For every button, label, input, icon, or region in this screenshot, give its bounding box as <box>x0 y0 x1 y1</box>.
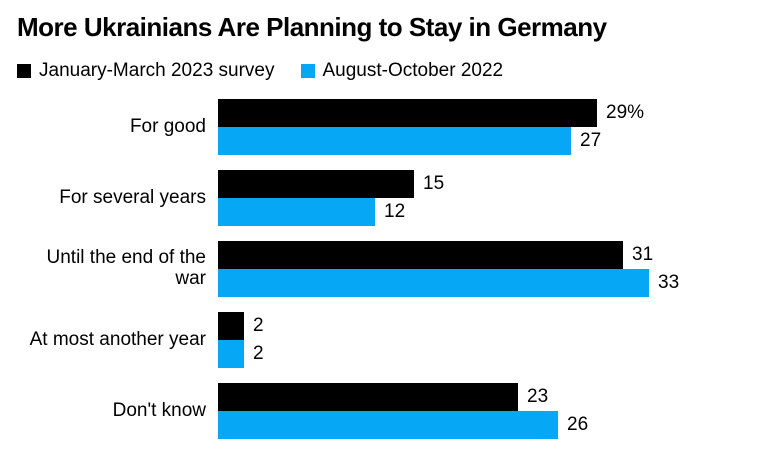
category-label: Don't know <box>112 399 206 421</box>
bar-chart: For good 29% 27 For several years 15 12 Until … <box>17 99 778 440</box>
bar-jan-mar-2023 <box>218 99 597 128</box>
bar-row: 29% <box>218 99 645 128</box>
bar-row: 15 <box>218 170 445 199</box>
value-label: 2 <box>253 315 264 337</box>
category-label: Until the end of the war <box>46 247 207 290</box>
chart-title: More Ukrainians Are Planning to Stay in … <box>17 12 607 42</box>
bar-jan-mar-2023 <box>218 170 414 199</box>
bar-aug-oct-2022 <box>218 411 558 440</box>
bar-aug-oct-2022 <box>218 127 571 156</box>
bar-jan-mar-2023 <box>218 383 518 412</box>
legend-label-2022-survey: August-October 2022 <box>322 60 504 82</box>
legend-label-2023-survey: January-March 2023 survey <box>39 60 275 82</box>
bar-aug-oct-2022 <box>218 340 244 369</box>
category-label: At most another year <box>29 328 206 350</box>
legend-swatch-2023-survey <box>17 64 31 79</box>
legend: January-March 2023 survey August-October… <box>17 60 778 82</box>
bar-row: 26 <box>218 411 589 440</box>
bar-row: 23 <box>218 383 588 412</box>
value-label: 29% <box>606 102 645 124</box>
bar-row: 31 <box>218 241 679 270</box>
value-label: 31 <box>632 244 654 266</box>
bar-aug-oct-2022 <box>218 198 375 227</box>
bar-pair: 23 26 <box>218 383 589 440</box>
chart-group: For several years 15 12 <box>17 170 778 227</box>
value-label: 2 <box>253 343 264 365</box>
value-label: 26 <box>567 414 589 436</box>
legend-swatch-2022-survey <box>300 64 315 79</box>
chart-group: Don't know 23 26 <box>17 383 778 440</box>
bar-row: 27 <box>218 127 644 156</box>
bar-row: 2 <box>218 340 264 369</box>
category-label: For several years <box>59 186 206 208</box>
bar-jan-mar-2023 <box>218 312 244 341</box>
value-label: 27 <box>580 130 602 152</box>
chart-group: For good 29% 27 <box>17 99 778 156</box>
bar-aug-oct-2022 <box>218 269 649 298</box>
value-label: 33 <box>658 272 680 294</box>
bar-row: 12 <box>218 198 444 227</box>
chart-group: Until the end of the war 31 33 <box>17 241 778 298</box>
legend-item-2022-survey: August-October 2022 <box>300 60 504 82</box>
bar-row: 2 <box>218 312 264 341</box>
bar-row: 33 <box>218 269 680 298</box>
value-label: 23 <box>527 386 549 408</box>
legend-item-2023-survey: January-March 2023 survey <box>17 60 275 82</box>
value-label: 15 <box>423 173 445 195</box>
value-label: 12 <box>384 201 406 223</box>
chart-group: At most another year 2 2 <box>17 312 778 369</box>
bar-pair: 31 33 <box>218 241 680 298</box>
bar-pair: 29% 27 <box>218 99 645 156</box>
bar-pair: 15 12 <box>218 170 445 227</box>
category-label: For good <box>129 115 206 137</box>
bar-jan-mar-2023 <box>218 241 623 270</box>
